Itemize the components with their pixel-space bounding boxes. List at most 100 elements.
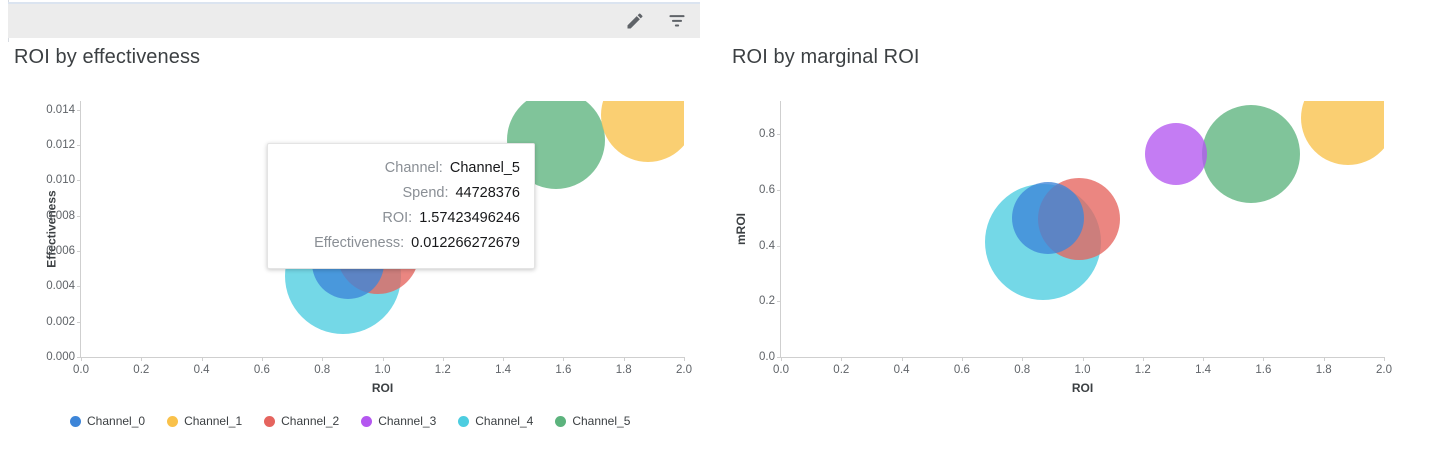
bubble-channel_1[interactable] <box>600 101 684 163</box>
y-tick-label-left: 0.012 <box>46 139 75 152</box>
tooltip-key: Effectiveness: <box>314 235 405 251</box>
x-tick-mark-left <box>141 357 143 361</box>
x-tick-mark-right <box>901 357 903 361</box>
x-tick-mark-right <box>1323 357 1325 361</box>
tooltip-key: Spend: <box>402 185 449 201</box>
filter-button[interactable] <box>658 6 696 36</box>
x-tick-label-right: 2.0 <box>1376 364 1392 376</box>
y-tick-label-left: 0.006 <box>46 245 75 258</box>
legend-item-channel_4[interactable]: Channel_4 <box>458 414 533 428</box>
x-tick-mark-right <box>1203 357 1205 361</box>
x-tick-label-left: 0.4 <box>193 364 210 376</box>
x-tick-label-left: 0.6 <box>253 364 270 376</box>
x-tick-label-right: 0.2 <box>833 364 850 376</box>
y-tick-label-right: 0.6 <box>759 184 775 197</box>
x-tick-mark-left <box>322 357 324 361</box>
y-tick-mark-left <box>77 251 81 253</box>
y-axis-title-right: mROI <box>734 212 749 246</box>
tooltip-row: Channel: Channel_5 <box>278 156 520 181</box>
y-tick-mark-left <box>77 109 81 111</box>
tooltip-row: ROI: 1.57423496246 <box>278 206 520 231</box>
x-tick-mark-left <box>623 357 625 361</box>
legend-item-channel_3[interactable]: Channel_3 <box>361 414 436 428</box>
y-tick-label-right: 0.0 <box>759 351 775 363</box>
legend-swatch-icon <box>458 415 470 427</box>
x-tick-label-left: 0.2 <box>133 364 150 376</box>
y-tick-mark-left <box>77 180 81 182</box>
tooltip-key: ROI: <box>382 210 413 226</box>
x-tick-label-left: 1.4 <box>495 364 512 376</box>
y-tick-label-left: 0.004 <box>46 280 75 293</box>
x-tick-mark-right <box>781 357 782 361</box>
x-tick-mark-left <box>503 357 505 361</box>
tooltip-value: 1.57423496246 <box>419 210 520 226</box>
y-tick-label-left: 0.010 <box>46 174 75 187</box>
x-tick-mark-right <box>1263 357 1265 361</box>
bubble-channel_0[interactable] <box>1011 181 1084 254</box>
edit-button[interactable] <box>616 6 654 36</box>
y-tick-label-left: 0.000 <box>46 351 75 363</box>
chart-tooltip: Channel: Channel_5 Spend: 44728376 ROI: 1.574… <box>267 143 535 269</box>
x-tick-label-right: 1.0 <box>1074 364 1091 376</box>
x-tick-mark-left <box>261 357 263 361</box>
legend-item-channel_0[interactable]: Channel_0 <box>70 414 145 428</box>
x-tick-label-right: 1.6 <box>1255 364 1272 376</box>
legend-swatch-icon <box>167 415 179 427</box>
y-tick-mark-right <box>777 134 781 136</box>
y-tick-mark-right <box>777 301 781 303</box>
tooltip-value: 44728376 <box>455 185 520 201</box>
y-tick-label-left: 0.014 <box>46 103 75 116</box>
x-tick-mark-right <box>1384 357 1385 361</box>
bubble-channel_5[interactable] <box>1202 104 1301 203</box>
legend-item-label: Channel_3 <box>378 414 437 428</box>
x-tick-mark-left <box>81 357 82 361</box>
x-tick-label-right: 0.4 <box>893 364 910 376</box>
y-tick-label-left: 0.002 <box>46 315 75 328</box>
legend-item-channel_5[interactable]: Channel_5 <box>555 414 630 428</box>
y-tick-label-right: 0.8 <box>759 128 775 141</box>
x-tick-label-right: 1.8 <box>1315 364 1332 376</box>
x-tick-mark-right <box>841 357 843 361</box>
legend-item-channel_1[interactable]: Channel_1 <box>167 414 242 428</box>
tooltip-key: Channel: <box>384 160 443 176</box>
tooltip-row: Effectiveness: 0.012266272679 <box>278 231 520 256</box>
x-tick-label-right: 0.8 <box>1014 364 1031 376</box>
legend-item-label: Channel_1 <box>184 414 243 428</box>
legend-item-label: Channel_2 <box>281 414 340 428</box>
y-tick-mark-left <box>77 286 81 288</box>
x-tick-label-right: 0.6 <box>953 364 970 376</box>
y-tick-mark-right <box>777 190 781 192</box>
legend-left: Channel_0 Channel_1 Channel_2 Channel_3 Chan… <box>70 414 630 428</box>
legend-swatch-icon <box>555 415 567 427</box>
tooltip-row: Spend: 44728376 <box>278 181 520 206</box>
x-tick-label-right: 1.4 <box>1195 364 1212 376</box>
filter-icon <box>667 11 687 31</box>
y-tick-mark-right <box>777 357 781 358</box>
x-tick-label-left: 1.6 <box>555 364 572 376</box>
x-axis-title-left: ROI <box>371 381 394 395</box>
tooltip-value: Channel_5 <box>449 160 520 176</box>
x-tick-mark-left <box>563 357 565 361</box>
x-tick-mark-left <box>684 357 685 361</box>
x-tick-label-right: 1.2 <box>1134 364 1151 376</box>
x-tick-label-left: 1.2 <box>434 364 451 376</box>
plot-area-right[interactable]: mROI ROI 0.0 0.2 0.4 0.6 0.8 1.0 1.2 1.4 1.6 1.8 2… <box>734 101 1392 395</box>
x-tick-mark-left <box>382 357 384 361</box>
legend-item-label: Channel_4 <box>475 414 534 428</box>
x-axis-title-right: ROI <box>1071 381 1094 395</box>
x-tick-label-left: 0.0 <box>73 364 89 376</box>
x-tick-label-left: 0.8 <box>314 364 331 376</box>
x-tick-label-left: 1.8 <box>615 364 632 376</box>
bubble-channel_1[interactable] <box>1300 101 1384 165</box>
legend-swatch-icon <box>70 415 81 427</box>
chart-toolbar <box>8 2 700 38</box>
x-tick-label-left: 1.0 <box>374 364 391 376</box>
legend-item-channel_2[interactable]: Channel_2 <box>264 414 339 428</box>
chart-title-left: ROI by effectiveness <box>14 46 201 68</box>
x-tick-mark-right <box>1142 357 1144 361</box>
bubble-layer-right <box>781 101 1384 357</box>
bubble-channel_3[interactable] <box>1144 122 1207 185</box>
x-tick-mark-right <box>1082 357 1084 361</box>
y-tick-label-right: 0.2 <box>759 295 775 308</box>
